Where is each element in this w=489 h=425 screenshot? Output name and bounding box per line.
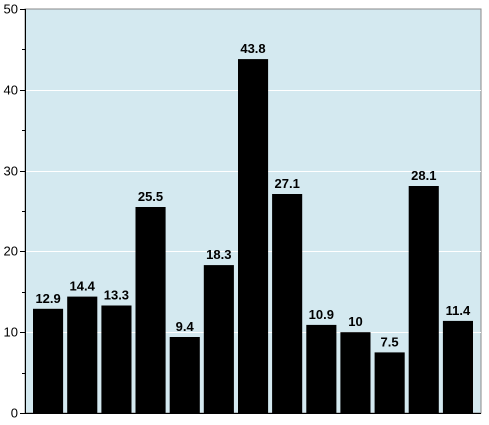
y-tick-label: 30 — [4, 164, 18, 179]
y-tick-label: 0 — [11, 406, 18, 421]
bar — [340, 332, 371, 413]
bar-value-label: 28.1 — [411, 168, 436, 183]
bar — [238, 59, 269, 413]
bar-value-label: 7.5 — [381, 334, 399, 349]
bar-value-label: 10.9 — [309, 307, 334, 322]
bar — [306, 324, 337, 413]
y-tick-label: 10 — [4, 325, 18, 340]
bar — [442, 320, 473, 413]
y-tick-label: 40 — [4, 83, 18, 98]
bar — [374, 352, 405, 413]
bar — [272, 194, 303, 413]
bar — [169, 337, 200, 413]
y-axis: 0 10 20 30 40 50 — [4, 2, 481, 421]
bar — [101, 305, 132, 413]
bar — [135, 207, 166, 413]
bar-value-label: 25.5 — [138, 189, 163, 204]
bar — [408, 186, 439, 413]
bar-value-label: 12.9 — [35, 291, 60, 306]
bar-value-label: 18.3 — [206, 247, 231, 262]
bar-value-label: 43.8 — [240, 41, 265, 56]
bar-value-label: 10 — [348, 314, 362, 329]
bar-value-label: 27.1 — [275, 176, 300, 191]
bar-value-label: 11.4 — [446, 303, 471, 318]
bar — [203, 265, 234, 413]
bars — [33, 59, 473, 413]
bar-value-label: 13.3 — [104, 288, 129, 303]
bar — [33, 308, 64, 413]
y-tick-label: 20 — [4, 244, 18, 259]
y-tick-label: 50 — [4, 2, 18, 17]
bar-value-label: 14.4 — [70, 279, 96, 294]
bar — [67, 296, 98, 413]
data-labels: 12.9 14.4 13.3 25.5 9.4 18.3 43.8 27.1 10.9 10 7.5… — [35, 41, 471, 349]
bar-value-label: 9.4 — [176, 319, 195, 334]
